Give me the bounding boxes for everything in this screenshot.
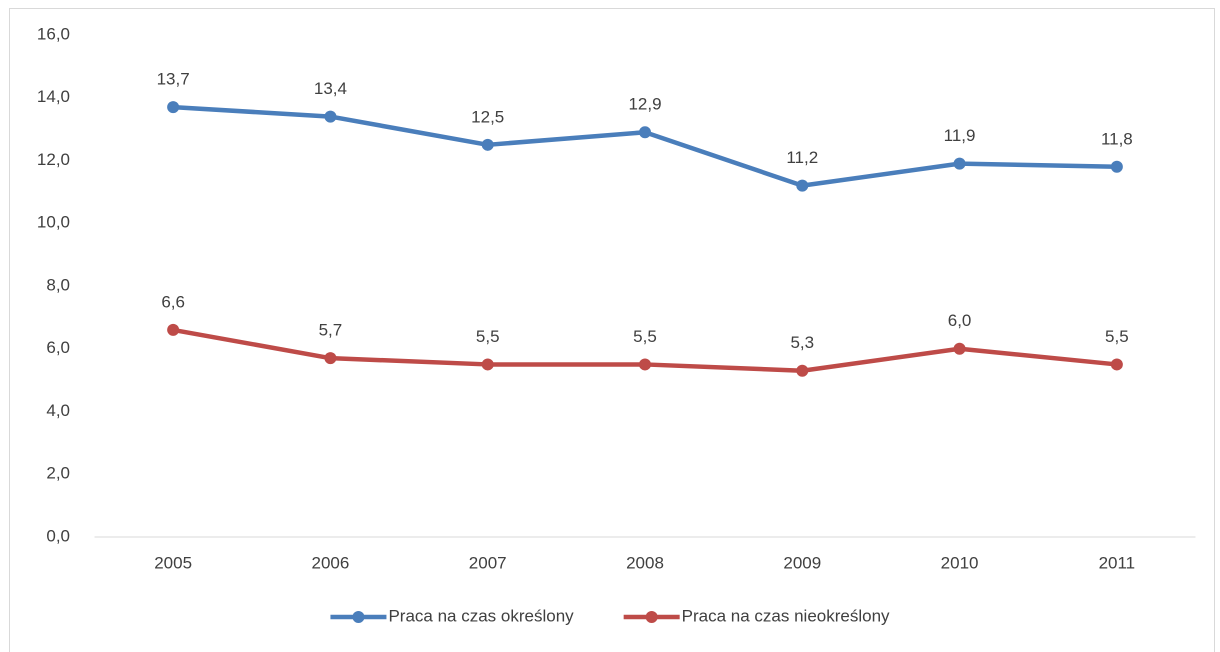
x-tick-label: 2011 <box>1099 553 1136 572</box>
point <box>481 138 494 151</box>
y-tick-label: 12,0 <box>37 150 70 169</box>
x-tick-label: 2008 <box>626 553 664 572</box>
point <box>167 101 180 114</box>
legend-label: Praca na czas określony <box>388 606 574 625</box>
data-label: 13,4 <box>314 79 347 98</box>
data-label: 13,7 <box>157 70 190 89</box>
y-tick-label: 6,0 <box>46 338 70 357</box>
x-tick-label: 2005 <box>154 553 192 572</box>
point <box>796 179 809 192</box>
y-tick-label: 14,0 <box>37 87 70 106</box>
x-tick-label: 2006 <box>312 553 350 572</box>
data-label: 5,5 <box>633 327 657 346</box>
point <box>953 342 966 355</box>
y-tick-label: 10,0 <box>37 213 70 232</box>
chart-border <box>9 8 1215 652</box>
data-label: 5,5 <box>476 327 500 346</box>
y-tick-label: 0,0 <box>46 526 70 545</box>
point <box>953 157 966 170</box>
y-tick-label: 4,0 <box>46 401 70 420</box>
point <box>639 358 651 371</box>
point <box>796 364 809 377</box>
point <box>324 110 337 123</box>
data-label: 12,5 <box>471 107 504 126</box>
data-label: 11,8 <box>1101 129 1133 148</box>
data-label: 12,9 <box>628 95 661 114</box>
data-label: 5,3 <box>790 333 814 352</box>
data-label: 11,9 <box>944 126 976 145</box>
x-tick-label: 2010 <box>941 553 979 572</box>
legend-marker <box>352 611 365 623</box>
data-label: 5,7 <box>319 321 343 340</box>
point <box>639 126 651 139</box>
point <box>167 323 180 336</box>
series-line <box>173 104 1117 188</box>
legend-label: Praca na czas nieokreślony <box>682 606 890 625</box>
y-tick-label: 16,0 <box>37 24 70 43</box>
x-tick-label: 2009 <box>783 553 821 572</box>
x-tick-label: 2007 <box>469 553 507 572</box>
y-tick-label: 8,0 <box>46 275 70 294</box>
y-tick-label: 2,0 <box>46 464 70 483</box>
data-label: 11,2 <box>786 148 818 167</box>
point <box>1110 358 1123 371</box>
data-label: 6,6 <box>161 292 185 311</box>
data-label: 6,0 <box>948 311 972 330</box>
point <box>324 352 337 365</box>
point <box>1110 160 1123 173</box>
legend-marker <box>645 611 658 623</box>
point <box>481 358 494 371</box>
data-label: 5,5 <box>1105 327 1129 346</box>
